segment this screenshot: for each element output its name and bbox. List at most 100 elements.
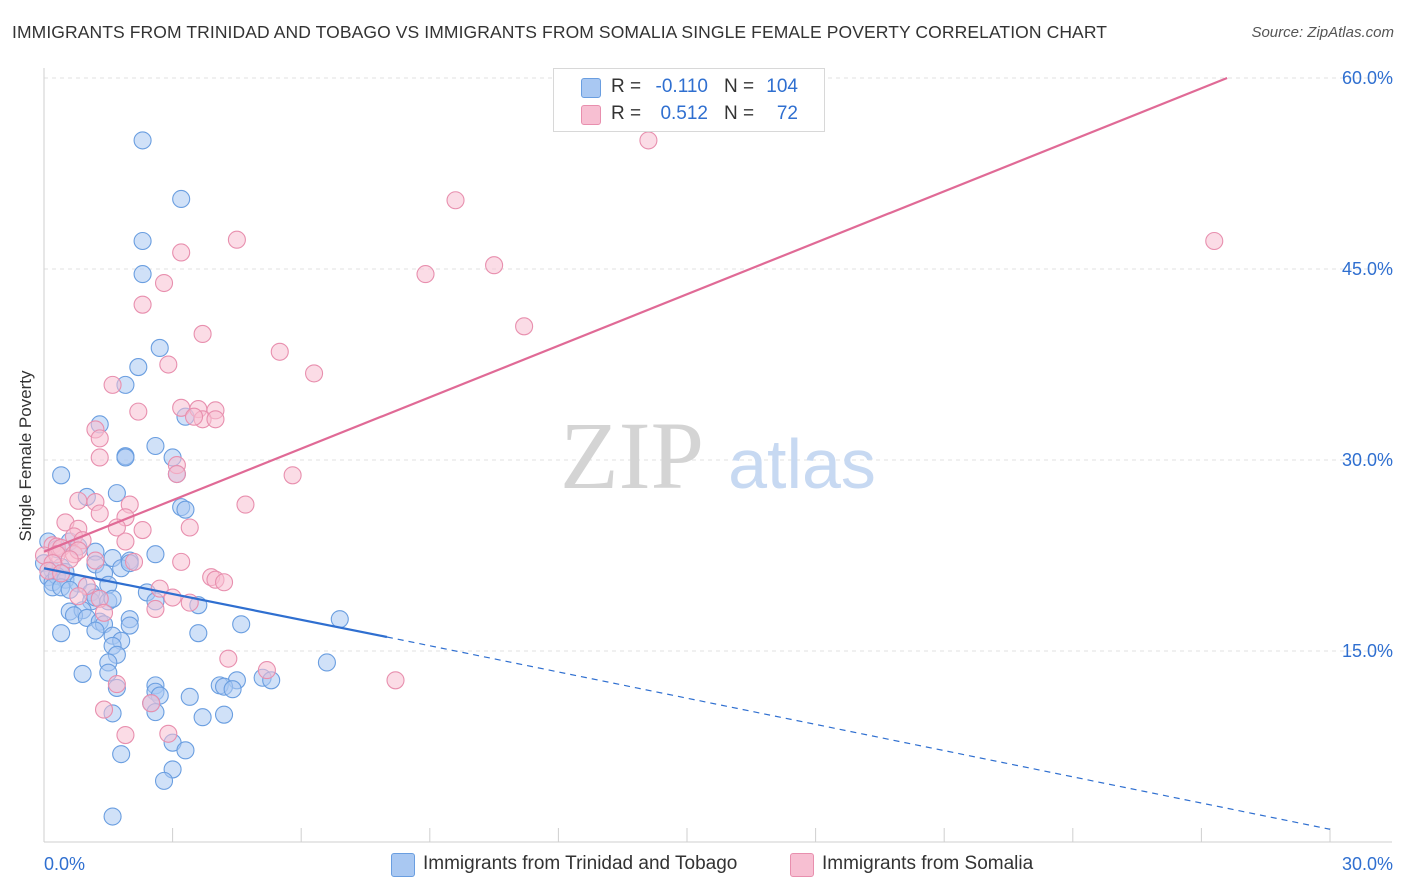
point-somalia [163,588,182,607]
series-legend-label: Immigrants from Somalia [822,853,1034,874]
point-trinidad [172,189,191,209]
point-trinidad [189,624,208,643]
legend-n-value: 104 [766,76,798,97]
legend-r-value: 0.512 [660,103,708,124]
point-trinidad [86,621,105,640]
grid-lines [44,77,1392,652]
point-somalia [416,265,435,284]
point-trinidad [52,624,71,643]
point-somalia [193,324,212,344]
point-somalia [639,131,658,150]
trend-line-trinidad-extension [386,636,1331,830]
point-somalia [116,725,135,745]
point-somalia [206,410,225,429]
point-somalia [446,191,465,210]
legend-swatch-trinidad [581,78,601,98]
legend-swatch-somalia [581,105,601,125]
point-somalia [214,573,234,592]
point-trinidad [317,653,336,672]
point-somalia [116,532,135,551]
chart-title: IMMIGRANTS FROM TRINIDAD AND TOBAGO VS I… [12,22,1108,42]
point-somalia [159,355,178,374]
y-tick-label: 30.0% [1342,450,1393,470]
point-somalia [86,551,105,570]
tick-labels: 15.0% 30.0% 45.0% 60.0% 0.0% 30.0% [44,68,1393,874]
point-somalia [90,504,109,523]
point-trinidad [133,265,152,284]
trend-lines [43,76,1331,830]
point-somalia [236,495,255,514]
point-somalia [90,429,109,448]
legend-row-trinidad: R = -0.110 N = 104 [554,74,824,100]
point-trinidad [129,358,148,377]
point-somalia [124,552,144,571]
point-somalia [227,230,246,249]
point-somalia [94,700,114,719]
point-trinidad [107,484,126,503]
point-somalia [172,243,191,262]
point-somalia [133,520,152,540]
point-trinidad [232,615,251,634]
point-trinidad [176,500,195,519]
trend-line-somalia [43,76,1228,553]
watermark-zip: ZIP [560,402,704,509]
legend-n-label: N = [724,76,755,97]
point-trinidad [133,231,152,251]
point-trinidad [103,807,122,826]
point-somalia [257,661,276,680]
series-swatch-trinidad [391,853,415,877]
point-somalia [107,675,126,694]
correlation-legend: R = -0.110 N = 104 R = 0.512 N = 72 [553,68,825,132]
point-trinidad [133,131,152,150]
point-somalia [90,448,109,467]
point-somalia [305,364,324,383]
point-trinidad [73,664,92,683]
x-tick-label: 30.0% [1342,854,1393,874]
point-trinidad [116,448,135,467]
point-somalia [172,552,191,571]
legend-r-label: R = [611,76,642,97]
legend-row-somalia: R = 0.512 N = 72 [554,101,824,127]
point-somalia [283,466,302,485]
point-somalia [386,671,405,690]
point-trinidad [330,610,349,629]
point-somalia [60,550,79,569]
point-trinidad [112,745,131,764]
point-somalia [1205,231,1224,251]
point-trinidad [223,680,242,699]
point-somalia [103,375,122,394]
point-somalia [270,342,289,361]
series-legend-label: Immigrants from Trinidad and Tobago [423,853,738,874]
series-swatch-somalia [790,853,814,877]
y-tick-label: 15.0% [1342,641,1393,661]
point-somalia [219,649,238,668]
point-somalia [146,599,165,619]
source-label: Source: ZipAtlas.com [1251,24,1394,41]
point-somalia [515,317,534,336]
legend-n-value: 72 [776,103,798,124]
trend-line-trinidad [43,567,388,639]
point-somalia [142,694,161,713]
point-trinidad [214,705,234,724]
point-somalia [167,464,186,484]
point-somalia [133,295,152,314]
point-somalia [485,256,504,275]
point-trinidad [193,708,212,727]
watermark-atlas: atlas [728,425,876,503]
y-tick-label: 45.0% [1342,259,1393,279]
point-somalia [69,491,88,510]
point-trinidad [146,436,165,456]
y-tick-label: 60.0% [1342,68,1393,88]
point-trinidad [52,466,71,485]
point-somalia [129,402,148,421]
x-tick-label: 0.0% [44,854,85,874]
point-somalia [180,518,199,537]
point-somalia [159,724,178,743]
point-trinidad [154,771,174,790]
point-somalia [69,587,88,606]
point-trinidad [120,616,139,635]
legend-n-label: N = [724,103,755,124]
point-trinidad [180,687,199,706]
point-somalia [94,603,114,622]
